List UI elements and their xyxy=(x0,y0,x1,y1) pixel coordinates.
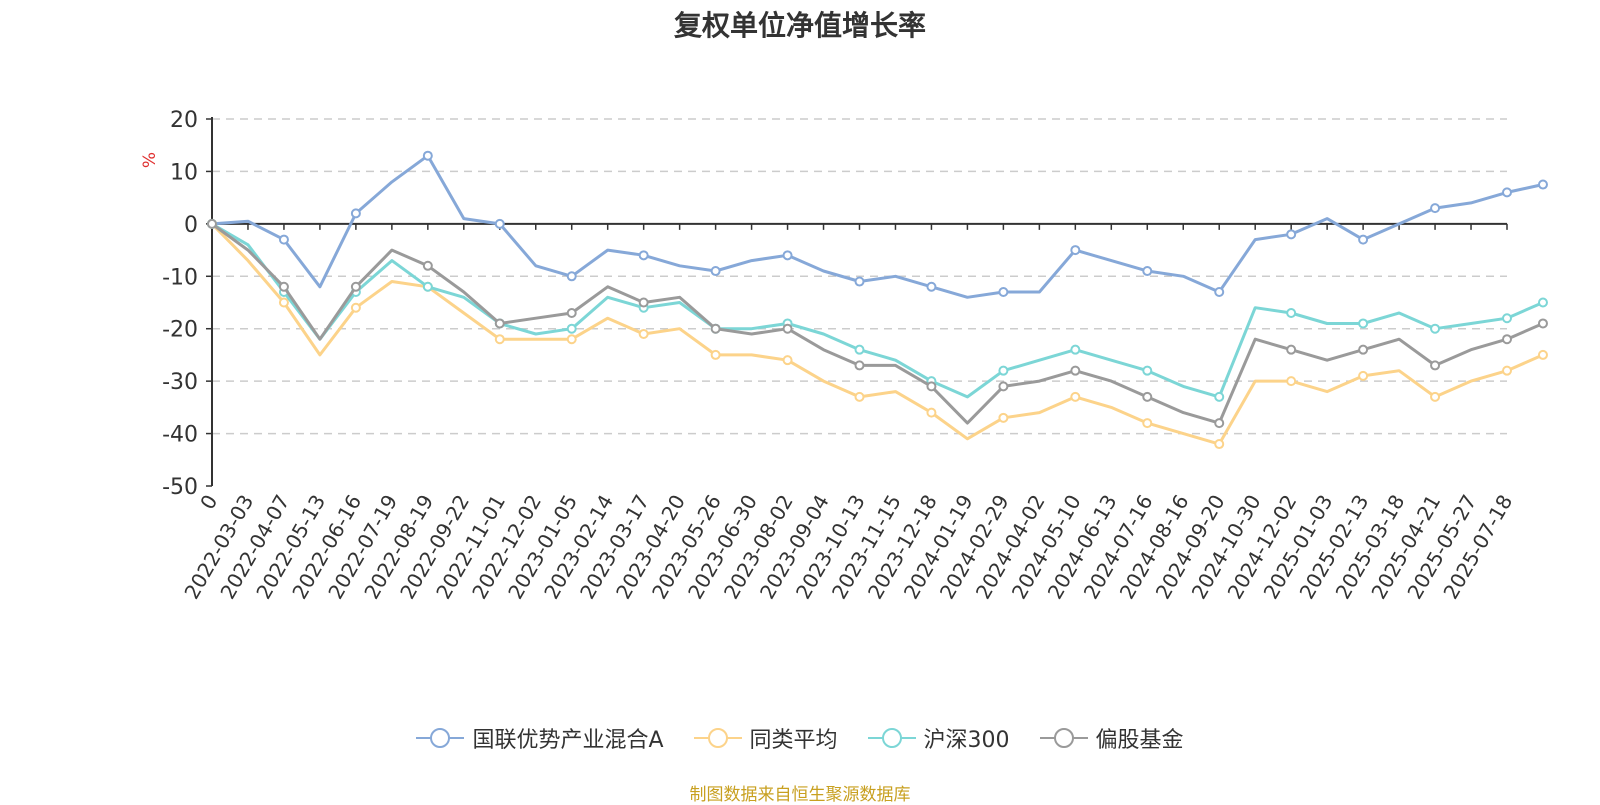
data-point xyxy=(854,391,865,402)
data-point xyxy=(1286,229,1297,240)
series-line xyxy=(211,222,1544,425)
legend-label: 偏股基金 xyxy=(1095,728,1184,753)
data-point xyxy=(638,297,649,308)
data-point xyxy=(350,208,361,219)
x-tick-label: 0 xyxy=(195,491,222,514)
data-point xyxy=(998,381,1009,392)
data-point xyxy=(782,323,793,334)
data-point xyxy=(926,281,937,292)
y-tick-label: 0 xyxy=(184,213,198,238)
data-point xyxy=(710,349,721,360)
data-point xyxy=(1502,187,1512,198)
data-source-note: 制图数据来自恒生聚源数据库 xyxy=(689,785,911,805)
series-line xyxy=(211,222,1544,399)
data-point xyxy=(1070,365,1081,376)
chart-legend: 国联优势产业混合A 同类平均 沪深300 偏股基金 xyxy=(0,722,1600,754)
data-point xyxy=(1286,376,1297,387)
data-point xyxy=(1430,323,1441,334)
data-point xyxy=(1430,360,1441,371)
data-point xyxy=(926,407,937,418)
data-point xyxy=(566,271,577,282)
data-point xyxy=(1070,391,1081,402)
data-point xyxy=(854,344,865,355)
data-point xyxy=(1430,391,1441,402)
chart-title: 复权单位净值增长率 xyxy=(673,9,926,42)
data-point xyxy=(1142,418,1153,429)
data-point xyxy=(998,412,1009,423)
data-point xyxy=(1214,418,1225,429)
data-point xyxy=(710,323,721,334)
data-point xyxy=(998,365,1009,376)
legend-item[interactable]: 国联优势产业混合A xyxy=(416,722,664,754)
data-point xyxy=(494,318,505,329)
data-point xyxy=(926,381,937,392)
series-line xyxy=(211,154,1544,299)
legend-label: 同类平均 xyxy=(749,728,838,753)
legend-label: 国联优势产业混合A xyxy=(472,728,664,753)
data-point xyxy=(1214,391,1225,402)
data-point xyxy=(1286,307,1297,318)
data-point xyxy=(854,276,865,287)
legend-swatch-icon xyxy=(1039,728,1088,748)
data-point xyxy=(1142,365,1153,376)
data-point xyxy=(278,234,289,245)
data-point xyxy=(1286,344,1297,355)
y-tick-label: -30 xyxy=(162,370,198,395)
data-point xyxy=(1358,318,1369,329)
legend-label: 沪深300 xyxy=(923,728,1010,753)
y-tick-label: -10 xyxy=(162,265,198,290)
data-point xyxy=(1070,344,1081,355)
y-axis-label: % xyxy=(140,152,160,168)
data-point xyxy=(1537,318,1548,329)
data-point xyxy=(1537,349,1548,360)
data-point xyxy=(1142,266,1153,277)
data-point xyxy=(278,297,289,308)
y-tick-label: 10 xyxy=(170,160,198,185)
data-point xyxy=(494,334,505,345)
data-point xyxy=(278,281,289,292)
data-point xyxy=(1358,234,1369,245)
data-point xyxy=(566,323,577,334)
legend-swatch-icon xyxy=(693,728,742,748)
data-point xyxy=(710,266,721,277)
series-line xyxy=(210,222,1544,446)
data-point xyxy=(638,250,649,261)
y-tick-label: -50 xyxy=(162,475,198,500)
data-point xyxy=(422,150,433,161)
legend-swatch-icon xyxy=(867,728,916,748)
data-point xyxy=(1358,344,1369,355)
data-point xyxy=(854,360,865,371)
y-tick-label: -40 xyxy=(162,423,198,448)
data-point xyxy=(566,307,577,318)
data-point xyxy=(422,281,433,292)
data-point xyxy=(1502,365,1512,376)
legend-swatch-icon xyxy=(416,728,465,748)
legend-item[interactable]: 偏股基金 xyxy=(1039,722,1184,754)
data-point xyxy=(1142,391,1153,402)
data-point xyxy=(1537,297,1548,308)
data-point xyxy=(1070,245,1081,256)
data-point xyxy=(494,218,505,229)
legend-item[interactable]: 沪深300 xyxy=(867,722,1010,754)
data-point xyxy=(1502,334,1512,345)
data-point xyxy=(638,328,649,339)
data-point xyxy=(1430,203,1441,214)
y-tick-label: 20 xyxy=(170,108,198,133)
data-point xyxy=(350,281,361,292)
data-point xyxy=(1214,439,1225,450)
legend-item[interactable]: 同类平均 xyxy=(693,722,838,754)
data-point xyxy=(350,302,361,313)
data-point xyxy=(998,287,1009,298)
data-point xyxy=(422,260,433,271)
data-point xyxy=(1214,287,1225,298)
data-point xyxy=(1358,370,1369,381)
data-point xyxy=(782,355,793,366)
data-point xyxy=(207,218,217,229)
y-tick-label: -20 xyxy=(162,318,198,343)
data-point xyxy=(1537,179,1548,190)
data-point xyxy=(782,250,793,261)
data-point xyxy=(1502,313,1512,324)
data-point xyxy=(566,334,577,345)
